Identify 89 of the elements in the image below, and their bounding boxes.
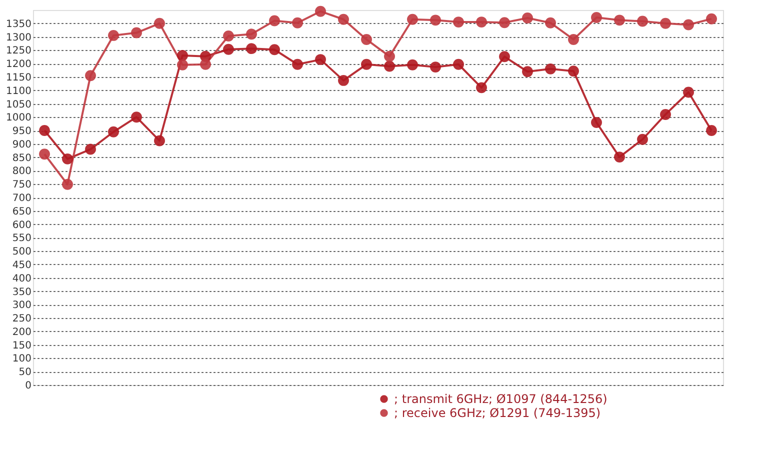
point	[315, 6, 326, 17]
point	[154, 135, 165, 146]
point	[177, 50, 188, 61]
point	[108, 126, 119, 138]
point	[453, 16, 464, 28]
point	[246, 43, 257, 54]
point	[522, 66, 533, 78]
y-tick-label: 1050	[6, 99, 32, 110]
y-tick-label: 950	[12, 126, 32, 138]
point	[338, 74, 349, 86]
y-tick-label: 700	[12, 193, 32, 204]
point	[407, 14, 418, 25]
point	[200, 58, 211, 70]
y-tick-label: 350	[12, 286, 32, 298]
point	[499, 17, 510, 28]
point	[131, 27, 142, 38]
point	[39, 148, 50, 160]
point	[407, 59, 418, 70]
y-tick-label: 1250	[6, 46, 32, 57]
y-tick-label: 1150	[6, 72, 32, 84]
point	[545, 63, 556, 74]
y-tick-label: 400	[12, 273, 32, 284]
point	[384, 60, 395, 72]
point	[568, 34, 579, 45]
y-tick-label: 300	[12, 300, 32, 312]
point	[568, 66, 579, 77]
point	[476, 16, 487, 28]
point	[269, 44, 280, 56]
y-tick-label: 800	[12, 166, 32, 178]
y-tick-label: 200	[12, 326, 32, 338]
point	[430, 14, 441, 26]
legend-label: ; transmit 6GHz; Ø1097 (844-1256)	[394, 392, 608, 406]
point	[614, 152, 625, 163]
y-tick-label: 1000	[6, 112, 32, 124]
y-tick-label: 250	[12, 314, 32, 325]
point	[660, 109, 671, 120]
point	[361, 34, 372, 45]
point	[246, 28, 257, 40]
point	[338, 14, 349, 25]
point	[591, 12, 602, 23]
y-tick-label: 900	[12, 139, 32, 150]
point	[292, 58, 303, 70]
point	[177, 59, 188, 70]
point	[108, 30, 119, 41]
y-tick-label: 1300	[6, 32, 32, 44]
point	[384, 50, 395, 62]
point	[637, 16, 648, 27]
y-tick-label: 0	[25, 380, 32, 392]
y-tick-label: 100	[12, 354, 32, 365]
y-tick-label: 650	[12, 206, 32, 218]
point	[223, 44, 234, 55]
point	[453, 58, 464, 70]
y-tick-label: 850	[12, 152, 32, 164]
point	[637, 134, 648, 145]
point	[591, 117, 602, 128]
legend-label: ; receive 6GHz; Ø1291 (749-1395)	[394, 406, 601, 420]
point	[131, 112, 142, 123]
point	[39, 125, 50, 136]
point	[85, 70, 96, 82]
point	[660, 18, 671, 29]
point	[85, 144, 96, 155]
y-tick-label: 50	[18, 367, 32, 378]
point	[361, 58, 372, 70]
point	[683, 86, 694, 98]
point	[62, 178, 73, 190]
point	[683, 19, 694, 30]
y-tick-label: 1200	[6, 59, 32, 70]
point	[545, 17, 556, 28]
point	[706, 125, 717, 136]
point	[292, 17, 303, 28]
point	[269, 15, 280, 26]
point	[154, 18, 165, 29]
point	[522, 12, 533, 24]
y-tick-label: 1350	[6, 18, 32, 30]
y-tick-label: 150	[12, 340, 32, 352]
y-tick-label: 600	[12, 220, 32, 231]
point	[62, 153, 73, 164]
point	[499, 51, 510, 62]
point	[706, 13, 717, 24]
point	[614, 14, 625, 26]
y-tick-label: 550	[12, 233, 32, 244]
point	[223, 30, 234, 42]
y-tick-label: 500	[12, 246, 32, 258]
point	[476, 82, 487, 94]
point	[430, 62, 441, 73]
y-tick-label: 750	[12, 180, 32, 191]
y-tick-label: 450	[12, 260, 32, 271]
point	[315, 54, 326, 66]
y-tick-label: 1100	[6, 86, 32, 97]
